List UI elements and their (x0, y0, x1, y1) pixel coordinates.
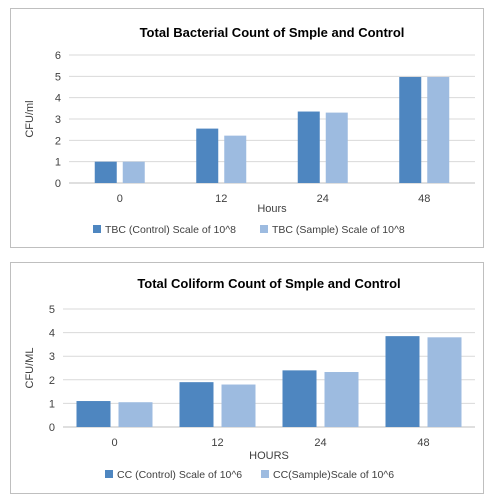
tbc-legend-swatch (93, 225, 101, 233)
chart-coliform-svg: Total Coliform Count of Smple and Contro… (24, 276, 475, 481)
tbc-y-tick-label: 1 (55, 157, 61, 169)
tbc-x-tick-label: 24 (317, 193, 329, 205)
tbc-bar-control (94, 161, 117, 183)
tbc-x-tick-label: 12 (215, 193, 227, 205)
cc-y-tick-label: 3 (49, 351, 55, 363)
cc-y-tick-label: 4 (49, 328, 55, 340)
tbc-x-axis-title: Hours (257, 203, 287, 215)
tbc-y-tick-label: 3 (55, 114, 61, 126)
cc-x-tick-label: 12 (211, 437, 223, 449)
tbc-bar-sample (427, 76, 450, 183)
tbc-y-tick-label: 4 (55, 93, 61, 105)
tbc-y-tick-label: 6 (55, 50, 61, 62)
cc-legend-swatch (261, 470, 269, 478)
cc-bar-control (282, 370, 317, 427)
cc-chart-title: Total Coliform Count of Smple and Contro… (137, 276, 400, 291)
cc-y-tick-label: 1 (49, 398, 55, 410)
tbc-bar-sample (224, 135, 247, 183)
tbc-y-tick-label: 2 (55, 135, 61, 147)
chart-tbc: Total Bacterial Count of Smple and Contr… (10, 8, 484, 248)
cc-bar-control (179, 382, 214, 427)
cc-x-tick-label: 0 (111, 437, 117, 449)
tbc-legend-label: TBC (Control) Scale of 10^8 (105, 224, 236, 236)
cc-y-axis-title: CFU/ML (24, 348, 36, 389)
cc-bar-sample (118, 402, 153, 427)
tbc-legend-label: TBC (Sample) Scale of 10^8 (272, 224, 405, 236)
cc-x-tick-label: 24 (314, 437, 326, 449)
tbc-x-tick-label: 48 (418, 193, 430, 205)
cc-bar-control (76, 401, 111, 427)
cc-y-tick-label: 0 (49, 422, 55, 434)
cc-bar-sample (324, 372, 359, 427)
tbc-bar-control (297, 111, 320, 183)
tbc-y-axis-title: CFU/ml (24, 100, 36, 137)
cc-legend-swatch (105, 470, 113, 478)
tbc-legend-swatch (260, 225, 268, 233)
cc-y-tick-label: 5 (49, 304, 55, 316)
chart-coliform: Total Coliform Count of Smple and Contro… (10, 262, 484, 494)
cc-bar-sample (427, 337, 462, 427)
tbc-y-tick-label: 0 (55, 178, 61, 190)
cc-bar-sample (221, 384, 256, 427)
cc-x-tick-label: 48 (417, 437, 429, 449)
tbc-bar-sample (122, 161, 145, 183)
cc-y-tick-label: 2 (49, 375, 55, 387)
tbc-chart-title: Total Bacterial Count of Smple and Contr… (140, 25, 405, 40)
chart-tbc-svg: Total Bacterial Count of Smple and Contr… (24, 25, 475, 236)
cc-legend-label: CC (Control) Scale of 10^6 (117, 469, 242, 481)
tbc-bar-control (196, 128, 219, 183)
cc-legend-label: CC(Sample)Scale of 10^6 (273, 469, 394, 481)
tbc-bar-control (399, 76, 422, 183)
cc-bar-control (385, 336, 420, 427)
cc-x-axis-title: HOURS (249, 450, 289, 462)
tbc-bar-sample (325, 112, 348, 183)
tbc-y-tick-label: 5 (55, 71, 61, 83)
tbc-x-tick-label: 0 (117, 193, 123, 205)
